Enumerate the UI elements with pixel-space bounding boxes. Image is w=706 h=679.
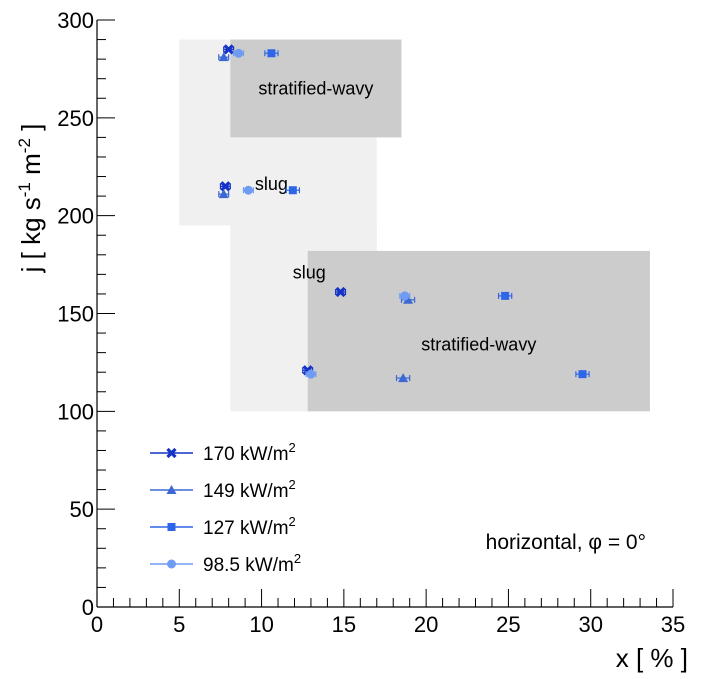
point-triangle — [218, 52, 229, 62]
region-label-4: stratified-wavy — [258, 78, 373, 98]
point-cross — [223, 44, 234, 55]
point-circle — [306, 369, 316, 379]
x-tick-label: 35 — [661, 612, 685, 637]
point-square — [578, 370, 587, 379]
region-label-1: slug — [255, 174, 288, 194]
legend-marker-cross — [166, 447, 177, 459]
point-triangle — [218, 189, 229, 199]
legend-marker-circle — [167, 559, 176, 569]
cross-stroke — [166, 447, 177, 459]
point-triangle — [403, 294, 414, 304]
y-tick-label: 150 — [57, 302, 94, 327]
region-5 — [307, 250, 650, 412]
cross-stroke — [335, 286, 346, 298]
data-points — [218, 44, 590, 383]
point-circle — [400, 291, 410, 301]
cross-stroke — [220, 181, 231, 192]
legend: 170 kW/m2 149 kW/m2 127 kW/m2 98.5 kW/m2 — [150, 440, 301, 576]
point-square — [501, 291, 510, 300]
legend-label: 170 kW/m2 — [203, 440, 296, 465]
point-circle — [234, 48, 244, 58]
legend-label: 149 kW/m2 — [203, 477, 296, 502]
y-tick-label: 100 — [57, 399, 94, 424]
y-tick-label: 250 — [57, 106, 94, 131]
axis-tick-labels: 0 5 10 15 20 25 30 35 0 50 100 150 200 250 300 — [57, 8, 685, 637]
point-square — [267, 49, 276, 58]
region-label-2: slug — [293, 262, 326, 282]
legend-marker-square — [167, 523, 176, 531]
legend-entry: 170 kW/m2 — [150, 440, 296, 465]
orientation-annotation: horizontal, φ = 0° — [486, 531, 646, 554]
point-circle — [243, 185, 253, 195]
region-3 — [245, 333, 308, 412]
y-tick-label: 50 — [70, 497, 94, 522]
legend-label: 127 kW/m2 — [203, 514, 296, 539]
x-axis-title: x [ % ] — [616, 643, 688, 673]
y-tick-label: 200 — [57, 204, 94, 229]
y-tick-label: 300 — [57, 8, 94, 33]
point-cross — [220, 181, 231, 192]
point-triangle — [398, 373, 409, 383]
point-square — [288, 186, 297, 195]
x-tick-label: 30 — [578, 612, 602, 637]
point-cross — [335, 286, 346, 298]
legend-marker-triangle — [166, 485, 177, 494]
region-label-5: stratified-wavy — [421, 335, 536, 355]
x-tick-label: 5 — [173, 612, 185, 637]
flow-regime-regions — [179, 39, 650, 412]
axis-ticks — [96, 19, 674, 608]
x-tick-label: 25 — [496, 612, 520, 637]
x-tick-label: 0 — [91, 612, 103, 637]
y-axis-title: j [ kg s-1 m-2 ] — [15, 124, 46, 274]
region-4 — [230, 39, 402, 138]
x-tick-label: 20 — [414, 612, 438, 637]
cross-stroke — [223, 44, 234, 55]
cross-stroke — [302, 365, 313, 376]
legend-label: 98.5 kW/m2 — [203, 551, 301, 576]
legend-entry: 149 kW/m2 — [150, 477, 296, 502]
x-tick-label: 10 — [249, 612, 273, 637]
flow-regime-labels: slug slug stratified-wavy stratified-wavy — [255, 78, 536, 354]
x-tick-label: 15 — [332, 612, 356, 637]
legend-entry: 98.5 kW/m2 — [150, 551, 301, 576]
legend-entry: 127 kW/m2 — [150, 514, 296, 539]
y-tick-label: 0 — [82, 595, 94, 620]
